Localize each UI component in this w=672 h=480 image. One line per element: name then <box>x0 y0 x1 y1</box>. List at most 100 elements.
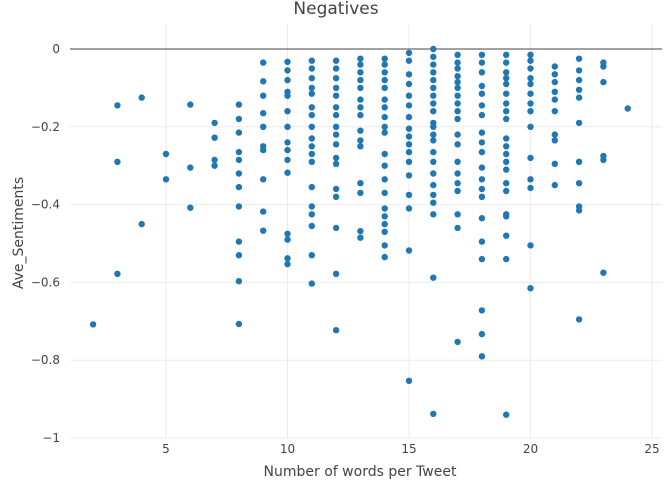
data-point <box>430 84 437 92</box>
data-point <box>381 123 388 130</box>
data-point <box>284 255 291 262</box>
data-point <box>211 156 218 164</box>
data-point <box>600 156 607 164</box>
data-point <box>503 108 510 115</box>
data-point <box>332 185 340 193</box>
x-axis-title: Number of words per Tweet <box>264 464 457 480</box>
data-point <box>308 183 315 191</box>
data-point <box>308 150 315 158</box>
data-point <box>332 92 340 99</box>
data-point <box>332 104 340 111</box>
data-point <box>430 45 437 53</box>
data-point <box>503 69 510 76</box>
data-point <box>551 131 558 138</box>
data-point <box>478 164 486 171</box>
data-point <box>357 111 364 119</box>
data-point <box>454 170 461 177</box>
data-point <box>478 90 486 97</box>
data-point <box>138 94 145 101</box>
data-point <box>527 57 534 64</box>
data-point <box>357 76 364 84</box>
data-point <box>308 123 315 130</box>
data-point <box>405 92 413 99</box>
data-point <box>527 285 534 292</box>
data-point <box>503 100 510 107</box>
data-point <box>332 154 340 162</box>
data-point <box>430 199 437 206</box>
data-point <box>454 78 461 86</box>
data-point <box>551 78 558 86</box>
data-point <box>381 104 388 111</box>
data-point <box>89 321 97 328</box>
data-point <box>357 127 364 134</box>
data-point <box>527 108 534 115</box>
data-point <box>454 141 461 148</box>
data-point <box>503 143 510 150</box>
data-point <box>454 338 461 346</box>
data-point <box>430 131 437 138</box>
data-point <box>478 139 486 146</box>
data-point <box>405 80 413 88</box>
data-point <box>430 170 437 177</box>
data-point <box>381 189 388 197</box>
data-point <box>357 96 364 103</box>
data-point <box>503 180 510 187</box>
data-point <box>478 238 486 245</box>
data-point <box>332 270 340 277</box>
data-point <box>454 187 461 195</box>
data-point <box>454 51 461 58</box>
data-point <box>503 158 510 165</box>
data-point <box>405 205 413 212</box>
data-point <box>405 71 413 78</box>
data-point <box>235 156 243 164</box>
data-point <box>308 135 315 142</box>
data-point <box>405 57 413 64</box>
data-point <box>381 84 388 92</box>
data-point <box>332 123 340 130</box>
data-point <box>235 203 243 210</box>
data-point <box>430 100 437 107</box>
data-point <box>551 160 558 167</box>
data-point <box>332 224 340 232</box>
data-point <box>575 67 583 74</box>
data-point <box>600 78 607 86</box>
data-point <box>527 51 534 58</box>
data-point <box>527 80 534 88</box>
data-point <box>381 162 388 169</box>
data-point <box>527 242 534 249</box>
y-tick-label: −0.6 <box>31 275 60 289</box>
data-point <box>405 133 413 140</box>
data-point <box>332 160 340 167</box>
data-point <box>308 111 315 119</box>
data-point <box>284 230 291 237</box>
data-point <box>503 59 510 66</box>
data-point <box>430 274 437 281</box>
data-point <box>430 92 437 99</box>
data-point <box>405 377 413 384</box>
data-point <box>575 316 583 323</box>
data-point <box>381 55 388 62</box>
data-point <box>405 172 413 179</box>
data-point <box>260 78 267 85</box>
data-point <box>405 113 413 121</box>
data-point <box>575 55 583 62</box>
data-point <box>138 220 145 228</box>
data-point <box>308 252 315 259</box>
chart-title: Negatives <box>293 0 378 19</box>
data-point <box>381 150 388 158</box>
data-point <box>381 129 388 136</box>
data-point <box>454 92 461 99</box>
data-point <box>454 131 461 138</box>
data-point <box>405 102 413 109</box>
data-point <box>575 86 583 94</box>
data-point <box>478 82 486 90</box>
data-point <box>332 84 340 92</box>
data-point <box>357 143 364 150</box>
data-point <box>430 137 437 144</box>
data-point <box>503 51 510 58</box>
data-point <box>454 224 461 232</box>
data-point <box>308 211 315 218</box>
data-point <box>527 100 534 107</box>
data-point <box>332 57 340 64</box>
data-point <box>575 207 583 214</box>
